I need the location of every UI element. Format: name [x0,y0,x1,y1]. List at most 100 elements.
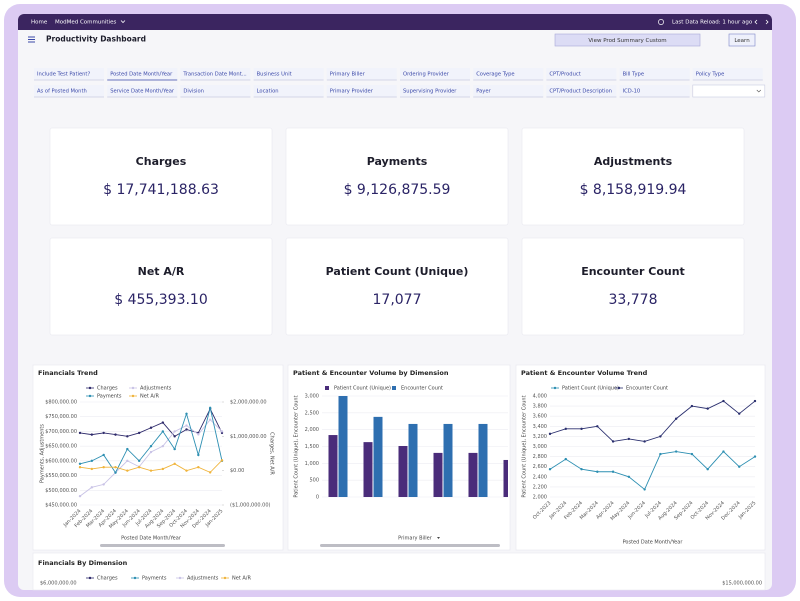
filter-label[interactable]: Coverage Type [476,72,514,78]
data-point [126,435,129,438]
legend-dot [131,394,135,398]
filter-label[interactable]: Primary Provider [330,89,374,95]
filter-box[interactable] [253,68,324,80]
filter-label[interactable]: Ordering Provider [403,72,450,78]
data-point [78,466,82,469]
nav-arrows[interactable] [754,19,769,25]
filter-label[interactable]: CPT/Product [549,72,580,78]
top-bar [18,14,772,30]
data-point [208,418,212,421]
home-link[interactable]: Home [31,20,48,26]
filter-box[interactable] [619,85,690,97]
data-point [102,431,105,435]
filter-box[interactable] [400,85,470,97]
learn-button[interactable] [728,33,756,47]
data-point [161,467,165,471]
filter-label[interactable]: As of Posted Month [37,89,87,95]
filter-box[interactable] [400,68,470,80]
legend-label[interactable]: Encounter Count [626,386,668,392]
legend-label[interactable]: Payments [142,576,167,582]
filter-label[interactable]: Include Test Patient? [37,72,90,78]
legend-label[interactable]: Adjustments [140,386,172,392]
filter-box[interactable] [473,85,544,97]
legend-label[interactable]: Adjustments [187,576,219,582]
chart-title: Patient & Encounter Volume Trend [521,369,648,377]
filter-box[interactable] [34,85,104,97]
data-point [738,412,741,415]
bar [398,445,408,497]
org-name[interactable]: ModMed Communities [55,20,116,26]
filter-box[interactable] [546,85,617,97]
y-tick-label: 2,500 [305,410,319,416]
learn-button-label[interactable]: Learn [734,38,750,44]
data-point [627,475,631,478]
filter-box[interactable] [692,68,763,80]
x-title-caret[interactable] [437,537,440,539]
data-point [208,406,212,410]
filter-box[interactable] [619,68,690,80]
filter-box[interactable] [326,85,397,97]
data-point [161,444,165,448]
menu-icon[interactable] [28,36,35,43]
filter-label[interactable]: Bill Type [623,72,644,78]
y-tick-label: 1,000 [305,461,319,467]
org-caret[interactable] [120,20,126,24]
content: Include Test Patient? Posted Date Month/Y… [32,68,766,591]
filter-box[interactable] [180,85,251,97]
bar [338,396,348,497]
kpi-label: Charges [136,155,187,168]
filter-box[interactable] [180,68,251,80]
filter-label[interactable]: Posted Date Month/Year [110,72,173,78]
data-point [753,399,757,403]
filter-box[interactable] [546,68,617,80]
data-point [580,427,583,431]
y-tick-label: 2,800 [533,454,547,460]
scrollbar[interactable] [320,544,500,547]
legend-label[interactable]: Payments [97,394,122,400]
data-point [126,447,129,451]
filter-label[interactable]: Payer [476,89,491,95]
y-tick-label: 2,000 [305,427,319,433]
y-tick-label: 3,400 [533,424,547,430]
legend-label[interactable]: Net A/R [140,394,159,400]
summary-button-label[interactable]: View Prod Summary Custom [588,38,666,44]
kpi-card [285,127,509,226]
y-tick-label: $550,000.00 [45,473,77,479]
filter-label[interactable]: Supervising Provider [403,89,457,95]
legend-label[interactable]: Net A/R [232,576,251,582]
filter-box[interactable] [253,85,324,97]
page-title: Productivity Dashboard [46,35,146,44]
kpi-card [49,237,273,336]
legend-swatch [392,386,396,390]
legend-label[interactable]: Encounter Count [401,386,443,392]
filter-label[interactable]: Location [257,89,279,95]
filter-label[interactable]: CPT/Product Description [549,89,612,95]
data-point [161,421,165,424]
legend-dot [131,386,135,390]
filter-box[interactable] [107,68,178,80]
filter-box[interactable] [473,68,544,80]
series-line [549,400,756,442]
legend-label[interactable]: Patient Count (Unique) [562,386,619,392]
data-point [659,452,662,456]
legend-label[interactable]: Charges [97,386,118,392]
filter-label[interactable]: Business Unit [257,72,292,78]
legend-label[interactable]: Charges [97,576,118,582]
filter-select[interactable] [692,84,766,98]
filter-label[interactable]: Division [183,89,204,95]
filter-label[interactable]: Primary Biller [330,72,366,78]
filter-label[interactable]: Service Date Month/Year [110,89,175,95]
filter-box[interactable] [34,68,104,80]
legend-label[interactable]: Patient Count (Unique) [334,386,391,392]
data-point [185,412,188,415]
bar [503,459,508,497]
kpi-value: $ 17,741,188.63 [103,182,219,198]
filter-label[interactable]: Policy Type [696,72,724,78]
summary-button[interactable] [554,33,701,47]
filter-box[interactable] [107,85,178,97]
kpi-value: 17,077 [373,292,422,308]
filter-label[interactable]: Transaction Date Mont... [182,72,247,78]
filter-box[interactable] [326,68,397,80]
filter-label[interactable]: ICD-10 [623,89,641,95]
scrollbar[interactable] [100,544,225,547]
